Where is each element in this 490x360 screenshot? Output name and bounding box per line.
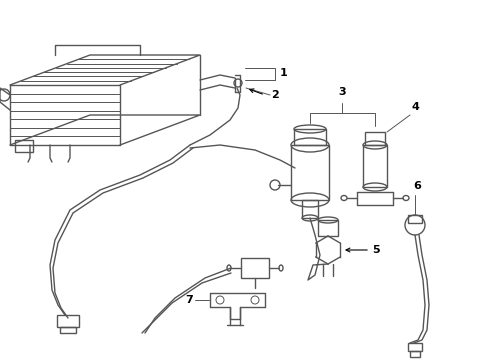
Text: 4: 4 [411,102,419,112]
Bar [241,258,269,278]
Bar [408,215,422,223]
Bar [302,200,318,218]
Bar [408,343,422,351]
Bar [294,129,326,145]
Text: 3: 3 [338,87,346,97]
Bar [363,145,387,187]
Bar [15,140,33,152]
Bar [410,351,420,357]
Text: 6: 6 [413,181,421,191]
Bar [60,327,76,333]
Bar [318,220,338,236]
Bar [291,145,329,200]
Text: 1: 1 [280,68,288,78]
Text: 5: 5 [372,245,380,255]
Text: 2: 2 [271,90,279,100]
Bar [365,132,385,145]
Bar [57,315,79,327]
Text: 7: 7 [185,295,193,305]
